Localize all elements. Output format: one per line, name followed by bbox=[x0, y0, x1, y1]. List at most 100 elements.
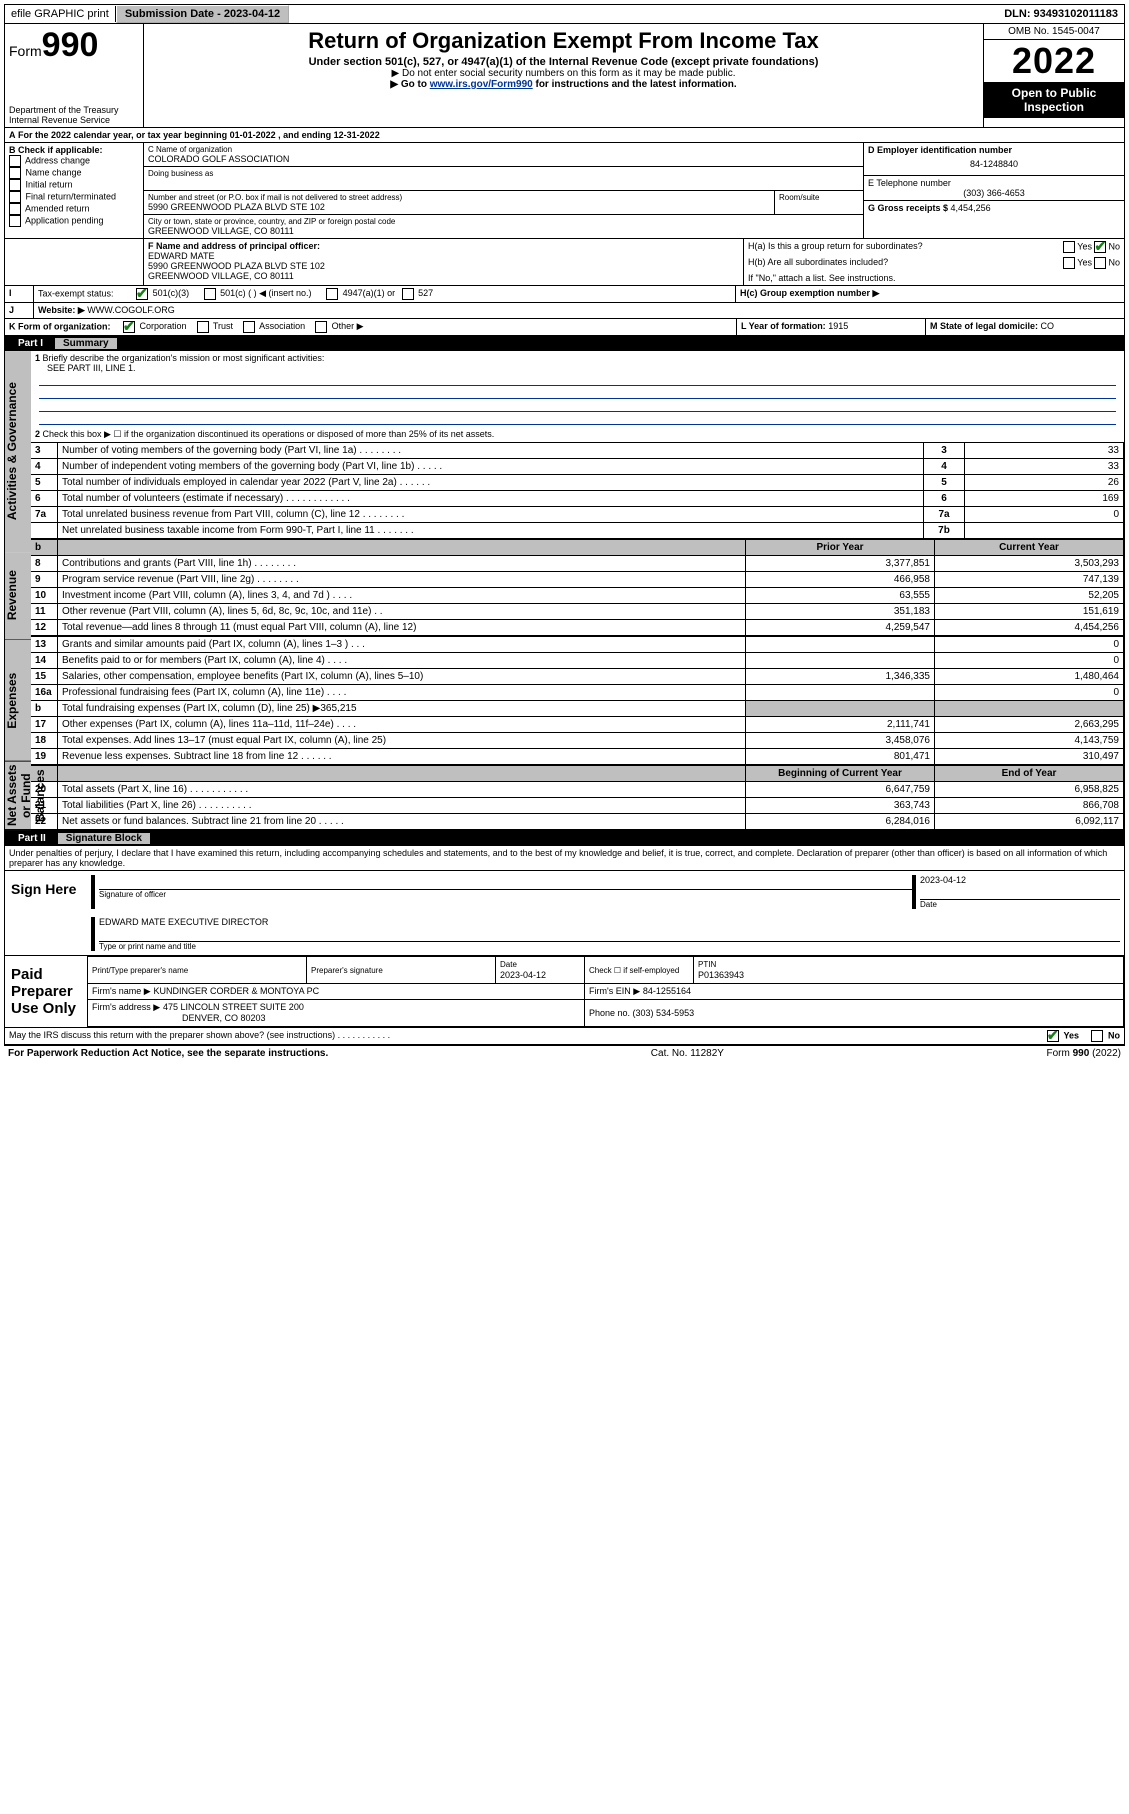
submission-date-button[interactable]: Submission Date - 2023-04-12 bbox=[116, 5, 289, 23]
top-bar: efile GRAPHIC print Submission Date - 20… bbox=[4, 4, 1125, 24]
k-option[interactable]: Corporation bbox=[123, 321, 187, 331]
dept-label: Department of the Treasury bbox=[9, 105, 139, 115]
may-irs-row: May the IRS discuss this return with the… bbox=[4, 1028, 1125, 1045]
dln-label: DLN: 93493102011183 bbox=[998, 6, 1124, 22]
hb-note: If "No," attach a list. See instructions… bbox=[744, 271, 1124, 285]
revenue-table: b Prior Year Current Year 8Contributions… bbox=[31, 539, 1124, 636]
b-option[interactable]: Name change bbox=[9, 167, 139, 179]
form-note2: ▶ Go to www.irs.gov/Form990 for instruct… bbox=[148, 79, 979, 90]
part1-bar: Part I Summary bbox=[4, 336, 1125, 351]
hb-yes-checkbox[interactable] bbox=[1063, 257, 1075, 269]
form-header: Form990 Department of the Treasury Inter… bbox=[4, 24, 1125, 128]
street-address: 5990 GREENWOOD PLAZA BLVD STE 102 bbox=[148, 202, 770, 212]
line2-label: Check this box ▶ ☐ if the organization d… bbox=[43, 429, 495, 439]
type-name-label: Type or print name and title bbox=[99, 942, 1120, 951]
ein-label: D Employer identification number bbox=[868, 145, 1120, 155]
f-label: F Name and address of principal officer: bbox=[148, 241, 739, 251]
self-employed-check[interactable]: Check ☐ if self-employed bbox=[589, 966, 679, 975]
line1-label: Briefly describe the organization's miss… bbox=[43, 353, 325, 363]
discuss-no-checkbox[interactable] bbox=[1091, 1030, 1103, 1042]
officer-printed-name: EDWARD MATE EXECUTIVE DIRECTOR bbox=[99, 917, 1120, 927]
firm-addr1: 475 LINCOLN STREET SUITE 200 bbox=[163, 1002, 304, 1012]
governance-table: 3Number of voting members of the governi… bbox=[31, 442, 1124, 539]
line1-value: SEE PART III, LINE 1. bbox=[47, 363, 136, 373]
hb-label: H(b) Are all subordinates included? bbox=[748, 257, 1063, 269]
website-value: WWW.COGOLF.ORG bbox=[87, 305, 175, 315]
b-label: B Check if applicable: bbox=[9, 145, 139, 155]
vert-netassets: Net Assets or Fund Balances bbox=[5, 762, 31, 830]
omb-number: OMB No. 1545-0047 bbox=[984, 24, 1124, 40]
vert-revenue: Revenue bbox=[5, 552, 31, 640]
527-checkbox[interactable] bbox=[402, 288, 414, 300]
website-row: J Website: ▶ WWW.COGOLF.ORG bbox=[4, 303, 1125, 319]
firm-ein: 84-1255164 bbox=[643, 986, 691, 996]
b-option[interactable]: Address change bbox=[9, 155, 139, 167]
prep-date: 2023-04-12 bbox=[500, 970, 546, 980]
form-number: Form990 bbox=[9, 26, 139, 65]
paid-preparer-block: Paid Preparer Use Only Print/Type prepar… bbox=[4, 956, 1125, 1028]
vert-activities: Activities & Governance bbox=[5, 351, 31, 552]
hb-no-checkbox[interactable] bbox=[1094, 257, 1106, 269]
b-option[interactable]: Amended return bbox=[9, 203, 139, 215]
tax-status-row: I Tax-exempt status: 501(c)(3) 501(c) ( … bbox=[4, 286, 1125, 303]
gross-label: G Gross receipts $ bbox=[868, 203, 951, 213]
k-option[interactable]: Trust bbox=[197, 321, 234, 331]
501c3-checkbox[interactable] bbox=[136, 288, 148, 300]
ptin-value: P01363943 bbox=[698, 970, 744, 980]
k-option[interactable]: Other ▶ bbox=[315, 321, 363, 331]
footer-mid: Cat. No. 11282Y bbox=[651, 1048, 724, 1059]
form-subtitle: Under section 501(c), 527, or 4947(a)(1)… bbox=[148, 56, 979, 68]
irs-label: Internal Revenue Service bbox=[9, 115, 139, 125]
sig-date: 2023-04-12 bbox=[920, 875, 1120, 885]
b-option[interactable]: Application pending bbox=[9, 215, 139, 227]
ha-yes-checkbox[interactable] bbox=[1063, 241, 1075, 253]
form-note1: ▶ Do not enter social security numbers o… bbox=[148, 68, 979, 79]
officer-addr1: 5990 GREENWOOD PLAZA BLVD STE 102 bbox=[148, 261, 739, 271]
org-name: COLORADO GOLF ASSOCIATION bbox=[148, 154, 859, 164]
city-label: City or town, state or province, country… bbox=[148, 217, 859, 226]
officer-addr2: GREENWOOD VILLAGE, CO 80111 bbox=[148, 271, 739, 281]
date-label: Date bbox=[920, 900, 1120, 909]
part2-bar: Part II Signature Block bbox=[4, 831, 1125, 846]
hc-label: H(c) Group exemption number ▶ bbox=[740, 288, 879, 298]
firm-name: KUNDINGER CORDER & MONTOYA PC bbox=[153, 986, 319, 996]
officer-block: F Name and address of principal officer:… bbox=[4, 239, 1125, 286]
vert-expenses: Expenses bbox=[5, 640, 31, 762]
netassets-table: Beginning of Current Year End of Year 20… bbox=[31, 765, 1124, 830]
b-option[interactable]: Final return/terminated bbox=[9, 191, 139, 203]
efile-label: efile GRAPHIC print bbox=[5, 6, 116, 22]
addr-label: Number and street (or P.O. box if mail i… bbox=[148, 193, 770, 202]
perjury-statement: Under penalties of perjury, I declare th… bbox=[4, 846, 1125, 871]
c-name-label: C Name of organization bbox=[148, 145, 859, 154]
klm-row: K Form of organization: Corporation Trus… bbox=[4, 319, 1125, 336]
room-label: Room/suite bbox=[779, 193, 859, 202]
line-a: A For the 2022 calendar year, or tax yea… bbox=[4, 128, 1125, 143]
discuss-yes-checkbox[interactable] bbox=[1047, 1030, 1059, 1042]
sign-here-block: Sign Here Signature of officer 2023-04-1… bbox=[4, 871, 1125, 956]
open-inspection-badge: Open to Public Inspection bbox=[984, 82, 1124, 118]
irs-link[interactable]: www.irs.gov/Form990 bbox=[430, 79, 533, 90]
ein-value: 84-1248840 bbox=[868, 155, 1120, 173]
officer-name: EDWARD MATE bbox=[148, 251, 739, 261]
firm-phone: (303) 534-5953 bbox=[633, 1008, 695, 1018]
k-option[interactable]: Association bbox=[243, 321, 305, 331]
4947-checkbox[interactable] bbox=[326, 288, 338, 300]
page-footer: For Paperwork Reduction Act Notice, see … bbox=[4, 1045, 1125, 1061]
footer-right: Form 990 (2022) bbox=[1047, 1048, 1121, 1059]
ha-no-checkbox[interactable] bbox=[1094, 241, 1106, 253]
paid-preparer-label: Paid Preparer Use Only bbox=[5, 956, 87, 1027]
year-formation: 1915 bbox=[828, 321, 848, 331]
sign-here-label: Sign Here bbox=[5, 871, 87, 955]
b-option[interactable]: Initial return bbox=[9, 179, 139, 191]
ha-label: H(a) Is this a group return for subordin… bbox=[748, 241, 1063, 253]
city-state-zip: GREENWOOD VILLAGE, CO 80111 bbox=[148, 226, 859, 236]
form-title: Return of Organization Exempt From Incom… bbox=[148, 28, 979, 54]
501c-checkbox[interactable] bbox=[204, 288, 216, 300]
tax-year: 2022 bbox=[984, 40, 1124, 82]
gross-value: 4,454,256 bbox=[951, 203, 991, 213]
expenses-table: 13Grants and similar amounts paid (Part … bbox=[31, 636, 1124, 765]
state-domicile: CO bbox=[1041, 321, 1055, 331]
firm-addr2: DENVER, CO 80203 bbox=[182, 1013, 266, 1023]
part1-body: Activities & Governance Revenue Expenses… bbox=[4, 351, 1125, 831]
dba-label: Doing business as bbox=[148, 169, 859, 178]
